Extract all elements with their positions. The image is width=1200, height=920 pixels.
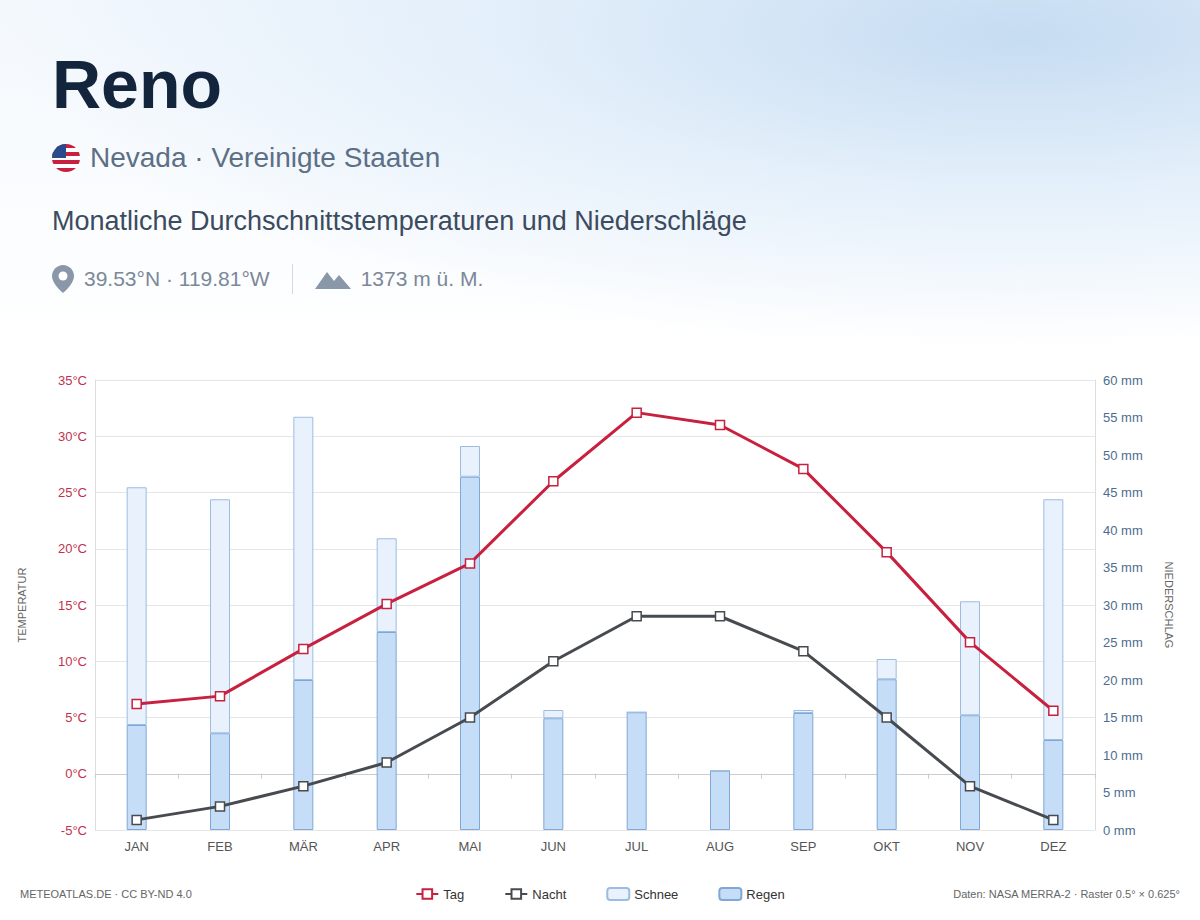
svg-text:25°C: 25°C [58, 485, 87, 500]
svg-text:NOV: NOV [956, 839, 985, 854]
html-text:Daten: NASA MERRA-2 · Raster 0: Daten: NASA MERRA-2 · Raster 0.5° × 0.62… [953, 888, 1180, 900]
svg-text:15°C: 15°C [58, 598, 87, 613]
svg-text:NIEDERSCHLAG: NIEDERSCHLAG [1163, 562, 1175, 649]
svg-text:DEZ: DEZ [1040, 839, 1066, 854]
svg-text:Regen: Regen [746, 887, 784, 902]
svg-text:FEB: FEB [207, 839, 232, 854]
html-text:Nevada · Vereinigte Staaten: Nevada · Vereinigte Staaten [90, 142, 441, 173]
html-text:Reno: Reno [52, 46, 222, 122]
svg-text:20 mm: 20 mm [1103, 673, 1143, 688]
svg-text:35 mm: 35 mm [1103, 560, 1143, 575]
svg-text:MAI: MAI [458, 839, 481, 854]
svg-text:Schnee: Schnee [634, 887, 678, 902]
svg-text:30 mm: 30 mm [1103, 598, 1143, 613]
html-text:1373 m ü. M.: 1373 m ü. M. [360, 267, 484, 290]
svg-text:25 mm: 25 mm [1103, 635, 1143, 650]
svg-text:50 mm: 50 mm [1103, 448, 1143, 463]
svg-text:15 mm: 15 mm [1103, 710, 1143, 725]
svg-text:Tag: Tag [443, 887, 464, 902]
svg-text:JAN: JAN [124, 839, 149, 854]
svg-text:0 mm: 0 mm [1103, 823, 1136, 838]
svg-text:APR: APR [373, 839, 400, 854]
svg-text:20°C: 20°C [58, 541, 87, 556]
svg-text:AUG: AUG [706, 839, 734, 854]
svg-text:5°C: 5°C [65, 710, 87, 725]
svg-text:JUL: JUL [625, 839, 648, 854]
svg-text:5 mm: 5 mm [1103, 785, 1136, 800]
html-text:METEOATLAS.DE · CC BY-ND 4.0: METEOATLAS.DE · CC BY-ND 4.0 [20, 888, 192, 900]
svg-text:JUN: JUN [541, 839, 566, 854]
svg-text:40 mm: 40 mm [1103, 523, 1143, 538]
svg-text:MÄR: MÄR [289, 839, 318, 854]
svg-text:45 mm: 45 mm [1103, 485, 1143, 500]
svg-text:0°C: 0°C [65, 766, 87, 781]
html-text:Monatliche Durchschnittstemper: Monatliche Durchschnittstemperaturen und… [52, 206, 747, 236]
svg-text:-5°C: -5°C [61, 823, 87, 838]
svg-text:30°C: 30°C [58, 429, 87, 444]
svg-text:60 mm: 60 mm [1103, 373, 1143, 388]
svg-text:10 mm: 10 mm [1103, 748, 1143, 763]
svg-text:SEP: SEP [790, 839, 816, 854]
html-text:39.53°N · 119.81°W: 39.53°N · 119.81°W [84, 267, 270, 290]
svg-text:55 mm: 55 mm [1103, 410, 1143, 425]
svg-text:Nacht: Nacht [532, 887, 566, 902]
svg-text:TEMPERATUR: TEMPERATUR [16, 567, 28, 642]
svg-text:10°C: 10°C [58, 654, 87, 669]
svg-text:35°C: 35°C [58, 373, 87, 388]
svg-text:OKT: OKT [873, 839, 900, 854]
